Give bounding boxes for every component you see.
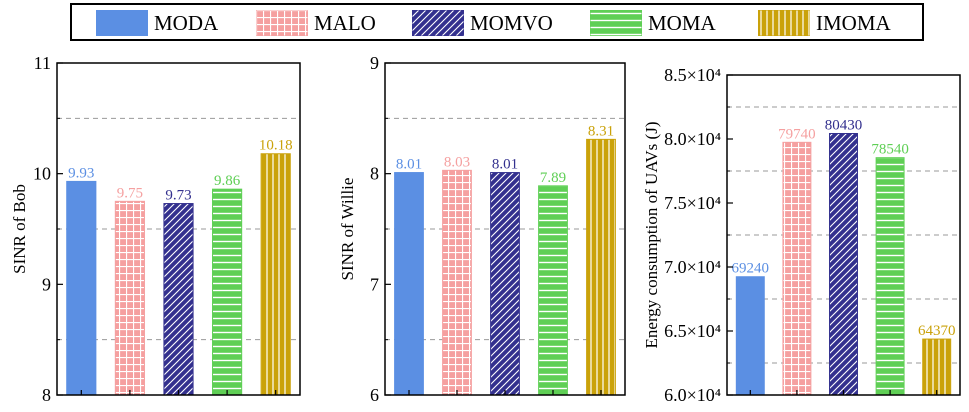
y-tick-label: 6.5×10⁴ (664, 321, 721, 341)
y-tick-label: 8.5×10⁴ (664, 65, 721, 85)
y-tick-label: 7.0×10⁴ (664, 257, 721, 277)
value-label-imoma: 8.31 (588, 123, 614, 139)
chart-2: 8.01 8.03 8.01 7.89 8.31 6 7 8 9 SINR of Willie (338, 53, 626, 405)
value-label-momvo: 80430 (825, 117, 863, 133)
legend-label-momvo: MOMVO (470, 11, 553, 35)
legend-swatch-moda (96, 10, 148, 36)
y-tick-label: 6 (370, 385, 379, 405)
bar-imoma (586, 138, 616, 396)
legend-label-moda: MODA (154, 11, 219, 35)
bar-moda (735, 276, 765, 396)
bar-moma (212, 188, 243, 396)
value-label-imoma: 10.18 (259, 138, 293, 154)
value-label-momvo: 9.73 (165, 188, 191, 204)
y-tick-label: 6.0×10⁴ (664, 385, 721, 405)
bar-malo (442, 169, 472, 396)
y-tick-label: 8.0×10⁴ (664, 129, 721, 149)
value-label-malo: 79740 (778, 126, 816, 142)
legend-label-malo: MALO (314, 11, 376, 35)
value-label-malo: 9.75 (117, 185, 143, 201)
bar-moda (394, 172, 424, 396)
y-axis-label: Energy consumption of UAVs (J) (642, 122, 661, 349)
legend-swatch-imoma (758, 10, 810, 36)
bar-malo (114, 200, 145, 396)
value-label-imoma: 64370 (918, 323, 956, 339)
legend-swatch-momvo (412, 10, 464, 36)
y-tick-label: 8 (370, 164, 379, 184)
bar-momvo (490, 172, 520, 396)
bar-imoma (260, 153, 291, 396)
legend-swatch-moma (590, 10, 642, 36)
y-axis-label: SINR of Bob (10, 184, 29, 274)
chart-3: 69240 79740 80430 78540 64370 6.0×10⁴ 6.5×10⁴ 7… (642, 65, 961, 405)
legend-swatch-malo (256, 10, 308, 36)
bar-momvo (163, 203, 194, 396)
y-tick-label: 10 (33, 164, 51, 184)
value-label-moda: 9.93 (68, 165, 94, 181)
y-tick-label: 9 (42, 274, 51, 294)
bar-momvo (829, 132, 858, 396)
legend: MODA MALO MOMVO MOMA IMOMA (70, 3, 924, 41)
value-label-moda: 8.01 (396, 157, 422, 173)
y-tick-label: 8 (42, 385, 51, 405)
bar-imoma (922, 338, 952, 396)
legend-label-moma: MOMA (648, 11, 716, 35)
value-label-moda: 69240 (732, 261, 770, 277)
value-label-malo: 8.03 (444, 154, 470, 170)
bar-malo (782, 141, 812, 396)
y-tick-label: 11 (34, 53, 51, 73)
bar-moda (66, 180, 97, 396)
value-label-moma: 9.86 (214, 173, 241, 189)
value-label-moma: 78540 (871, 142, 909, 158)
y-tick-label: 7.5×10⁴ (664, 193, 721, 213)
y-tick-label: 7 (370, 274, 379, 294)
value-label-moma: 7.89 (540, 170, 566, 186)
y-tick-label: 9 (370, 53, 379, 73)
bar-moma (875, 157, 905, 396)
y-axis-label: SINR of Willie (338, 178, 357, 281)
chart-1: 9.93 9.75 9.73 9.86 10.18 8 9 10 11 SINR of Bob (10, 53, 301, 405)
value-label-momvo: 8.01 (492, 157, 518, 173)
bar-moma (538, 185, 568, 396)
legend-label-imoma: IMOMA (816, 11, 891, 35)
